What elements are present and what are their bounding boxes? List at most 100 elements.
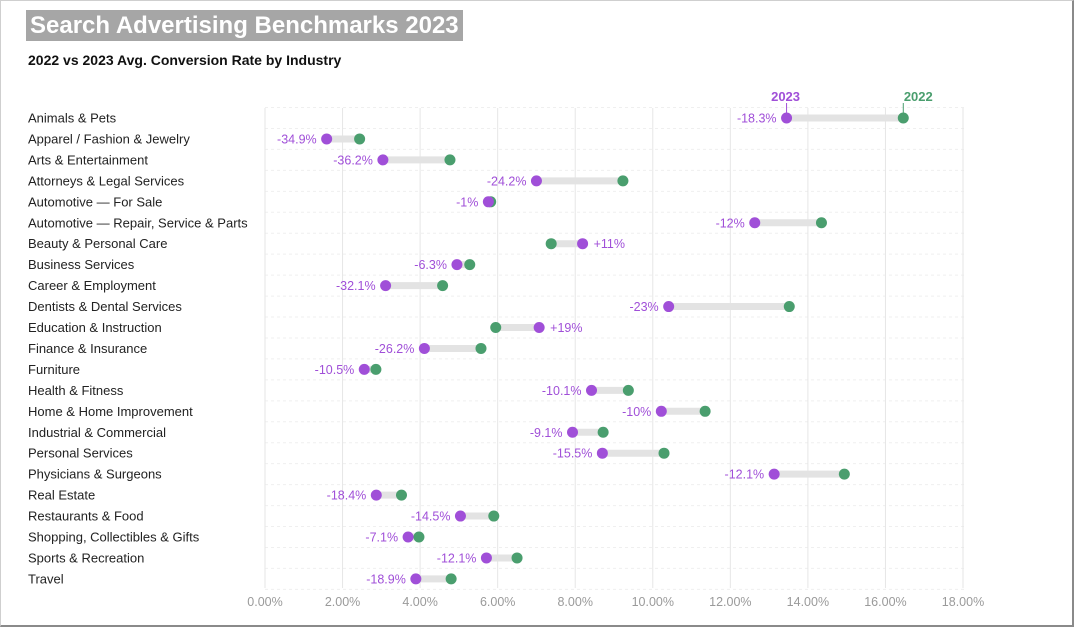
category-label: Shopping, Collectibles & Gifts <box>28 530 200 545</box>
change-label: -10% <box>622 405 651 419</box>
point-2023 <box>768 468 780 480</box>
point-2022 <box>699 405 711 417</box>
change-label: -14.5% <box>411 510 451 524</box>
point-2022 <box>815 217 827 229</box>
point-2022 <box>370 363 382 375</box>
category-label: Restaurants & Food <box>28 509 144 524</box>
point-2022 <box>488 510 500 522</box>
point-2023 <box>781 112 793 124</box>
change-label: -18.9% <box>366 572 406 586</box>
change-label: -32.1% <box>336 279 376 293</box>
point-2022 <box>445 573 457 585</box>
point-2022 <box>464 259 476 271</box>
main-title: Search Advertising Benchmarks 2023 <box>26 10 463 41</box>
point-2023 <box>454 510 466 522</box>
x-tick-label: 2.00% <box>325 595 360 609</box>
change-label: -18.4% <box>327 489 367 503</box>
point-2022 <box>783 301 795 313</box>
change-label: -36.2% <box>333 153 373 167</box>
point-2022 <box>658 447 670 459</box>
point-2023 <box>655 405 667 417</box>
change-label: -23% <box>629 300 658 314</box>
change-label: -12% <box>716 216 745 230</box>
category-label: Career & Employment <box>28 278 156 293</box>
point-2022 <box>413 531 425 543</box>
x-tick-label: 10.00% <box>632 595 674 609</box>
point-2022 <box>511 552 523 564</box>
point-2023 <box>451 259 463 271</box>
category-label: Personal Services <box>28 446 133 461</box>
category-label: Dentists & Dental Services <box>28 299 182 314</box>
point-2022 <box>354 133 366 145</box>
category-label: Attorneys & Legal Services <box>28 173 185 188</box>
category-label: Automotive — Repair, Service & Parts <box>28 215 248 230</box>
change-label: -1% <box>456 195 478 209</box>
chart-subtitle: 2022 vs 2023 Avg. Conversion Rate by Ind… <box>28 52 342 68</box>
category-label: Arts & Entertainment <box>28 152 148 167</box>
category-label: Apparel / Fashion & Jewelry <box>28 131 190 146</box>
change-label: -10.1% <box>542 384 582 398</box>
x-tick-label: 6.00% <box>480 595 515 609</box>
change-label: +11% <box>594 237 625 251</box>
x-tick-label: 0.00% <box>247 595 282 609</box>
point-2023 <box>480 552 492 564</box>
category-label: Real Estate <box>28 488 95 503</box>
change-label: -12.1% <box>725 468 765 482</box>
x-tick-label: 18.00% <box>942 595 984 609</box>
category-label: Education & Instruction <box>28 320 162 335</box>
x-tick-label: 8.00% <box>557 595 592 609</box>
legend-2022-label: 2022 <box>904 89 933 104</box>
change-label: -7.1% <box>365 531 398 545</box>
point-2022 <box>897 112 909 124</box>
point-2023 <box>321 133 333 145</box>
point-2023 <box>749 217 761 229</box>
point-2022 <box>444 154 456 166</box>
category-label: Travel <box>28 571 64 586</box>
category-label: Industrial & Commercial <box>28 425 166 440</box>
point-2022 <box>475 342 487 354</box>
change-label: -6.3% <box>414 258 447 272</box>
gridlines <box>264 107 967 590</box>
category-label: Automotive — For Sale <box>28 194 162 209</box>
point-2023 <box>370 489 382 501</box>
category-label: Beauty & Personal Care <box>28 236 167 251</box>
point-2023 <box>377 154 389 166</box>
change-label: -26.2% <box>375 342 415 356</box>
x-tick-label: 14.00% <box>787 595 829 609</box>
point-2022 <box>838 468 850 480</box>
point-2023 <box>586 384 598 396</box>
x-tick-label: 4.00% <box>402 595 437 609</box>
category-label: Health & Fitness <box>28 383 124 398</box>
change-label: -18.3% <box>737 112 777 126</box>
point-2022 <box>437 280 449 292</box>
point-2023 <box>663 301 675 313</box>
x-tick-label: 16.00% <box>864 595 906 609</box>
point-2023 <box>567 426 579 438</box>
change-label: -24.2% <box>487 174 527 188</box>
category-label: Furniture <box>28 362 80 377</box>
change-label: -34.9% <box>277 132 317 146</box>
point-2023 <box>577 238 589 250</box>
point-2022 <box>395 489 407 501</box>
point-2023 <box>410 573 422 585</box>
point-2023 <box>530 175 542 187</box>
point-2023 <box>402 531 414 543</box>
point-2023 <box>418 342 430 354</box>
change-label: -15.5% <box>553 447 593 461</box>
legend-2023-label: 2023 <box>771 89 800 104</box>
point-2022 <box>597 426 609 438</box>
point-2023 <box>380 280 392 292</box>
point-2023 <box>533 322 545 333</box>
category-label: Physicians & Surgeons <box>28 467 162 482</box>
change-label: -10.5% <box>315 363 355 377</box>
point-2022 <box>617 175 629 187</box>
category-label: Business Services <box>28 257 135 272</box>
change-label: -12.1% <box>437 551 477 565</box>
point-2022 <box>622 384 634 396</box>
category-label: Home & Home Improvement <box>28 404 193 419</box>
x-tick-label: 12.00% <box>709 595 751 609</box>
change-label: -9.1% <box>530 426 563 440</box>
point-2022 <box>545 238 557 250</box>
